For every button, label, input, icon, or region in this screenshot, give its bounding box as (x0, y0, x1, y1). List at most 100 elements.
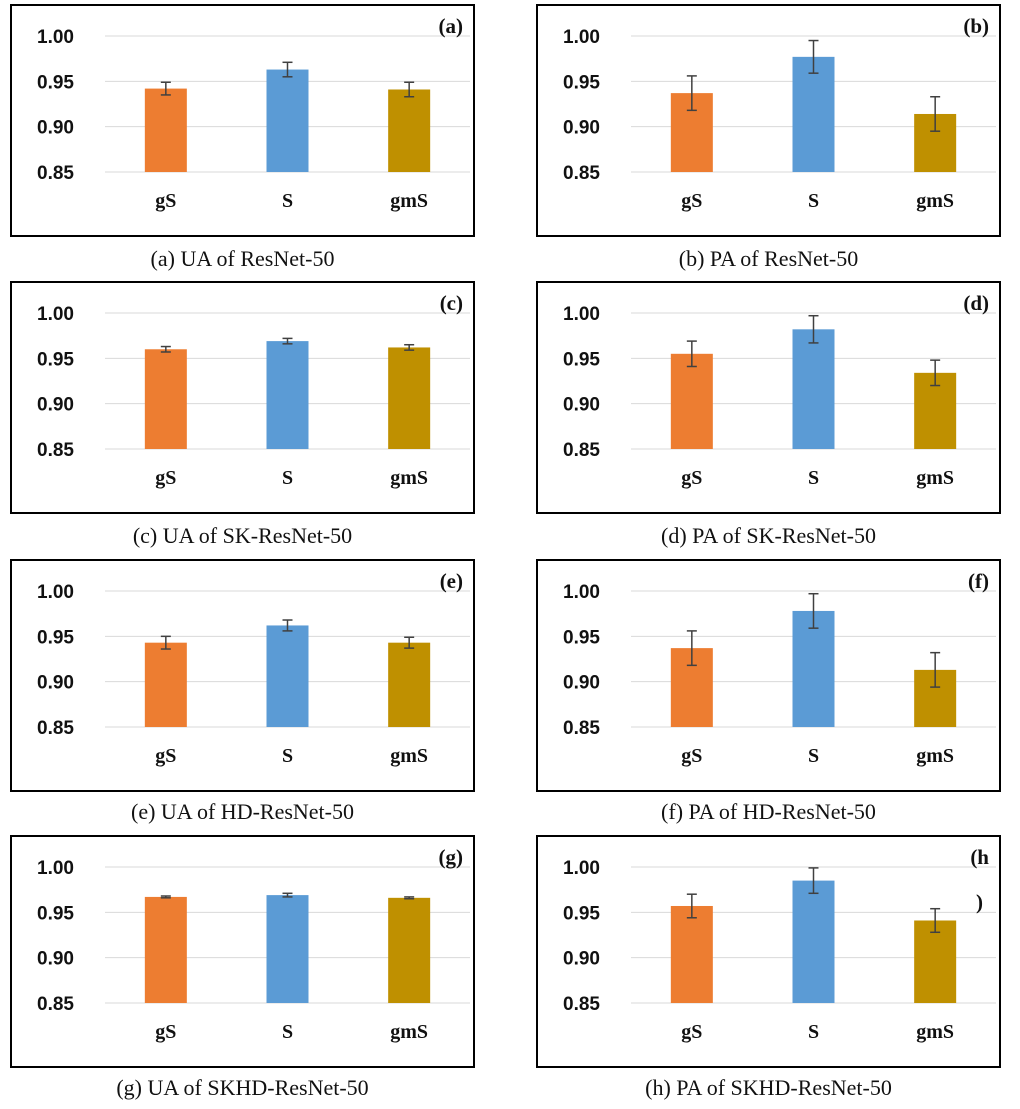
chart-caption: (g) UA of SKHD-ResNet-50 (116, 1075, 369, 1100)
bar-gS (670, 905, 713, 1003)
panel-letter: (f) (968, 569, 989, 593)
y-tick-label: 0.90 (37, 949, 74, 970)
x-category-label: gmS (916, 467, 954, 489)
y-tick-label: 0.90 (563, 673, 600, 694)
chart-caption: (d) PA of SK-ResNet-50 (661, 523, 876, 548)
x-category-label: gmS (916, 190, 954, 212)
panel-letter-line: (g) (439, 845, 464, 869)
bar-gmS (388, 897, 431, 1003)
y-tick-label: 0.95 (37, 627, 74, 648)
x-category-label: S (282, 467, 293, 489)
chart-caption: (a) UA of ResNet-50 (150, 246, 335, 271)
y-tick-label: 1.00 (37, 27, 74, 48)
y-tick-label: 1.00 (563, 858, 600, 879)
y-tick-label: 0.85 (37, 440, 74, 461)
bar-S (792, 329, 835, 449)
y-tick-label: 0.95 (37, 349, 74, 370)
x-category-label: gS (155, 745, 176, 767)
bar-gS (670, 353, 713, 449)
bar-gmS (388, 642, 431, 727)
y-tick-label: 1.00 (37, 304, 74, 325)
y-tick-label: 1.00 (563, 304, 600, 325)
panel-letter-line: (b) (963, 14, 989, 38)
bar-gmS (914, 920, 957, 1003)
y-tick-label: 1.00 (563, 27, 600, 48)
y-tick-label: 0.95 (563, 627, 600, 648)
x-category-label: gS (681, 467, 702, 489)
y-tick-label: 0.95 (563, 72, 600, 93)
y-tick-label: 0.90 (563, 395, 600, 416)
x-category-label: gS (155, 190, 176, 212)
y-tick-label: 0.90 (37, 118, 74, 139)
chart-caption: (b) PA of ResNet-50 (678, 246, 859, 271)
bar-S (266, 895, 309, 1003)
y-tick-label: 0.90 (563, 949, 600, 970)
x-category-label: S (808, 1021, 819, 1043)
panel-letter-line: (f) (968, 569, 989, 593)
y-tick-label: 0.85 (37, 718, 74, 739)
x-category-label: S (282, 1021, 293, 1043)
bar-gS (144, 642, 187, 727)
x-category-label: gmS (390, 745, 428, 767)
x-category-label: S (808, 745, 819, 767)
y-tick-label: 0.95 (563, 903, 600, 924)
bar-gS (144, 349, 187, 449)
panel-letter-line: (c) (440, 291, 463, 315)
x-category-label: gmS (390, 190, 428, 212)
y-tick-label: 0.90 (37, 395, 74, 416)
y-tick-label: 0.85 (37, 994, 74, 1015)
x-category-label: gS (681, 190, 702, 212)
y-tick-label: 1.00 (563, 582, 600, 603)
panel-letter: (h) (970, 845, 989, 914)
chart-caption: (f) PA of HD-ResNet-50 (661, 799, 876, 824)
panel-letter-line: (a) (439, 14, 464, 38)
y-tick-label: 0.90 (563, 118, 600, 139)
x-category-label: gS (155, 1021, 176, 1043)
y-tick-label: 0.85 (37, 163, 74, 184)
x-category-label: gmS (916, 745, 954, 767)
panel-letter: (c) (440, 291, 463, 315)
y-tick-label: 0.90 (37, 673, 74, 694)
x-category-label: gS (681, 745, 702, 767)
chart-caption: (c) UA of SK-ResNet-50 (132, 523, 353, 548)
bar-S (266, 625, 309, 727)
y-tick-label: 0.85 (563, 718, 600, 739)
y-tick-label: 1.00 (37, 858, 74, 879)
y-tick-label: 0.95 (563, 349, 600, 370)
bar-S (792, 880, 835, 1003)
x-category-label: gmS (916, 1021, 954, 1043)
bar-S (792, 56, 835, 172)
chart-caption: (h) PA of SKHD-ResNet-50 (645, 1075, 892, 1100)
y-tick-label: 0.95 (37, 903, 74, 924)
bar-gS (144, 88, 187, 172)
bar-gmS (388, 89, 431, 172)
chart-caption: (e) UA of HD-ResNet-50 (131, 799, 354, 824)
panel-letter: (a) (439, 14, 464, 38)
y-tick-label: 1.00 (37, 582, 74, 603)
x-category-label: S (282, 745, 293, 767)
panel-letter: (e) (440, 569, 463, 593)
bar-S (266, 341, 309, 449)
bar-gmS (388, 347, 431, 449)
x-category-label: gmS (390, 467, 428, 489)
bar-S (792, 610, 835, 727)
x-category-label: S (808, 467, 819, 489)
panel-letter-line: (h (970, 845, 989, 869)
x-category-label: S (282, 190, 293, 212)
panel-letter-line: (d) (963, 291, 989, 315)
x-category-label: gmS (390, 1021, 428, 1043)
panel-letter-line: ) (976, 890, 983, 914)
x-category-label: gS (681, 1021, 702, 1043)
panel-letter: (d) (963, 291, 989, 315)
panel-letter: (g) (439, 845, 464, 869)
y-tick-label: 0.85 (563, 163, 600, 184)
